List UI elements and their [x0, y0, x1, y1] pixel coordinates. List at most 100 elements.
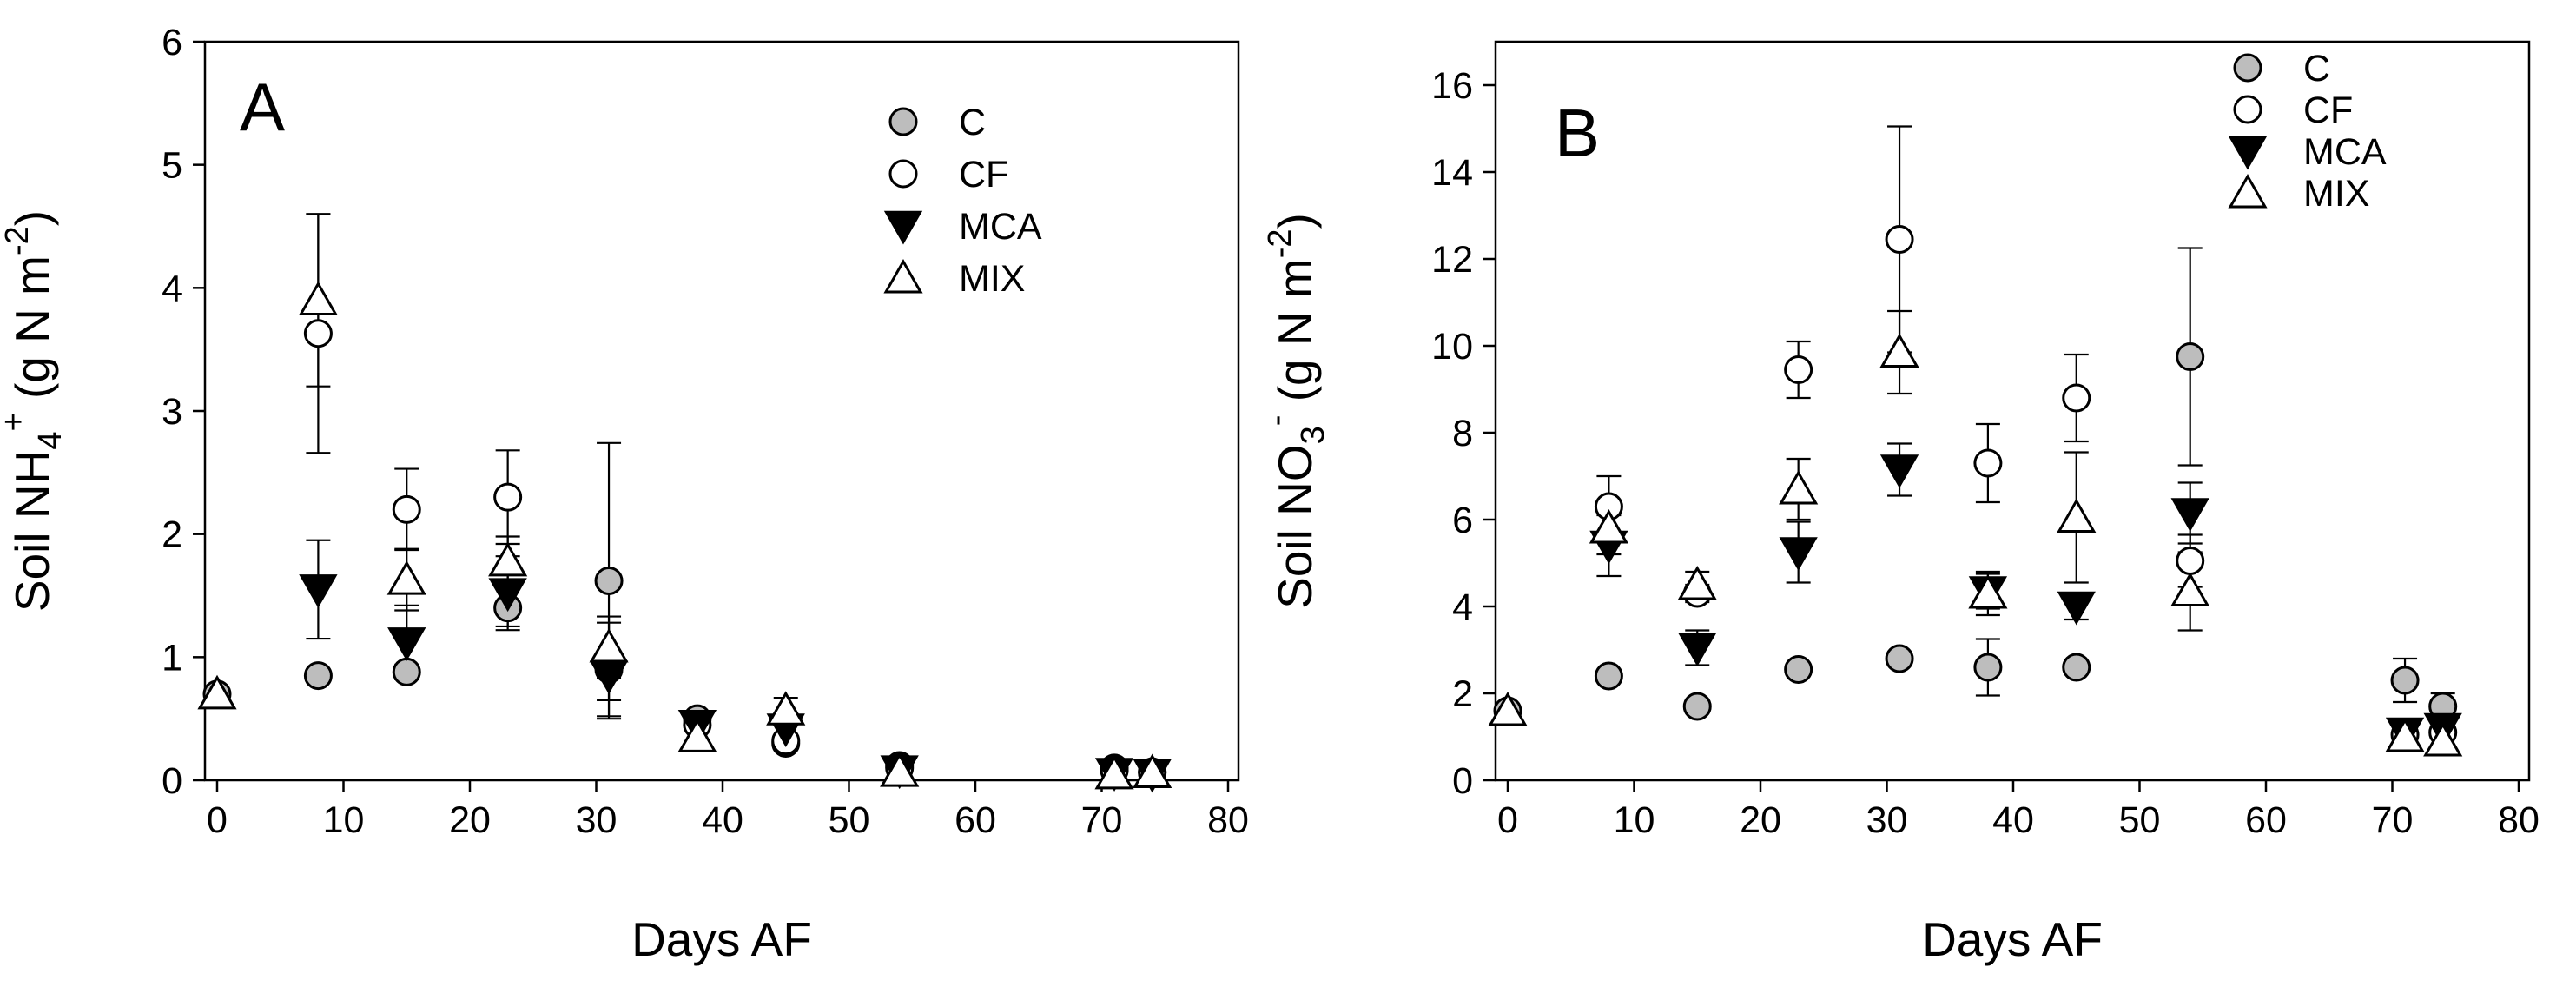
x-tick-label: 80 [1207, 799, 1249, 841]
data-point-c [2390, 666, 2420, 695]
y-tick-label: 6 [162, 22, 182, 63]
x-tick-label: 30 [1866, 799, 1908, 841]
y-tick-label: 4 [162, 268, 182, 309]
legend-symbol-mca [2228, 136, 2268, 170]
data-point-c [2176, 342, 2205, 371]
y-tick-label: 14 [1431, 152, 1473, 194]
x-tick-label: 0 [1497, 799, 1518, 841]
data-point-mix [1968, 573, 2008, 609]
legend-label: CF [2303, 89, 2353, 131]
data-point-mix [2057, 498, 2097, 533]
data-point-mix [2423, 721, 2463, 757]
x-tick-label: 20 [1740, 799, 1781, 841]
data-point-c [1973, 653, 2003, 682]
chart-panel-a: A Days AF Soil NH4+ (g N m-2) 0 10 20 30 40 5… [0, 22, 1249, 966]
data-point-mix [880, 752, 920, 787]
legend-symbol-mix [2228, 173, 2268, 209]
data-point-mca [2057, 591, 2096, 626]
x-tick-label: 30 [576, 799, 618, 841]
data-point-mix [298, 281, 338, 315]
x-tick-label: 80 [2498, 799, 2540, 841]
legend-label: MIX [959, 258, 1025, 300]
data-point-mca [299, 574, 338, 608]
plot-frame [203, 40, 1240, 782]
chart-panel-b: B Days AF Soil NO3- (g N m-2) 0 10 20 30 40 5… [1258, 40, 2540, 966]
x-tick-label: 10 [1614, 799, 1655, 841]
y-tick-label: 5 [162, 145, 182, 187]
data-point-cf [2176, 547, 2205, 575]
x-tick-label: 0 [207, 799, 228, 841]
x-tick-label: 70 [2372, 799, 2414, 841]
x-tick-label: 50 [829, 799, 870, 841]
y-tick-label: 2 [1452, 673, 1473, 715]
data-point-cf [1885, 225, 1914, 254]
y-axis-title: Soil NO3- (g N m-2) [1258, 213, 1331, 609]
data-point-mix [1488, 691, 1528, 726]
data-point-mca [1779, 537, 1818, 572]
x-tick-label: 40 [702, 799, 743, 841]
legend-label: CF [959, 154, 1008, 195]
data-point-c [392, 657, 421, 686]
data-point-cf [1784, 355, 1813, 384]
y-tick-label: 8 [1452, 413, 1473, 454]
data-point-mix [1879, 333, 1919, 368]
data-point-c [1594, 661, 1623, 691]
legend-label: MIX [2303, 173, 2369, 215]
legend: C CF MCA MIX [883, 102, 1042, 300]
panel-letter: A [240, 69, 285, 145]
data-point-cf [303, 319, 333, 348]
data-point-mix [677, 718, 717, 752]
y-tick-label: 12 [1431, 239, 1473, 281]
data-point-mca [2170, 498, 2209, 533]
data-point-mca [488, 578, 527, 613]
legend-label: C [2303, 48, 2330, 89]
data-point-cf [2062, 383, 2091, 413]
legend-symbol-cf [2233, 95, 2262, 124]
x-tick-label: 10 [323, 799, 365, 841]
legend-label: MCA [2303, 131, 2387, 173]
data-point-mca [1879, 454, 1919, 489]
data-point-mix [766, 691, 806, 726]
data-point-mix [1589, 508, 1628, 544]
data-point-mca [387, 627, 426, 661]
data-point-mix [197, 674, 237, 710]
y-tick-label: 0 [1452, 760, 1473, 802]
legend-symbol-mix [883, 258, 923, 294]
data-point-c [594, 567, 624, 595]
y-tick-label: 6 [1452, 500, 1473, 541]
x-tick-label: 50 [2119, 799, 2161, 841]
x-tick-label: 60 [954, 799, 996, 841]
data-point-mix [589, 627, 629, 663]
y-tick-label: 2 [162, 514, 182, 556]
x-tick-label: 60 [2245, 799, 2287, 841]
data-point-c [2062, 653, 2091, 682]
y-tick-label: 1 [162, 637, 182, 679]
panel-letter: B [1555, 95, 1600, 171]
x-tick-label: 20 [449, 799, 491, 841]
x-axis-title: Days AF [1922, 912, 2103, 966]
legend-symbol-c [888, 107, 918, 136]
y-tick-label: 10 [1431, 326, 1473, 368]
x-tick-label: 70 [1081, 799, 1123, 841]
data-point-mix [488, 541, 528, 577]
y-axis-title: Soil NH4+ (g N m-2) [0, 210, 69, 612]
data-point-c [303, 661, 333, 691]
data-point-mix [1094, 754, 1134, 790]
x-axis-title: Days AF [631, 912, 812, 966]
legend-label: MCA [959, 206, 1042, 248]
data-point-cf [392, 494, 421, 524]
data-point-c [1784, 655, 1813, 684]
y-tick-label: 16 [1431, 65, 1473, 107]
data-point-mix [2170, 572, 2210, 606]
data-point-c [1885, 644, 1914, 673]
y-tick-label: 4 [1452, 586, 1473, 628]
data-point-mix [386, 560, 426, 595]
data-point-mix [1133, 753, 1172, 788]
x-tick-label: 40 [1992, 799, 2034, 841]
legend-symbol-c [2233, 53, 2262, 83]
data-point-mca [1678, 633, 1717, 667]
legend-label: C [959, 102, 986, 143]
data-point-mix [1779, 469, 1819, 505]
